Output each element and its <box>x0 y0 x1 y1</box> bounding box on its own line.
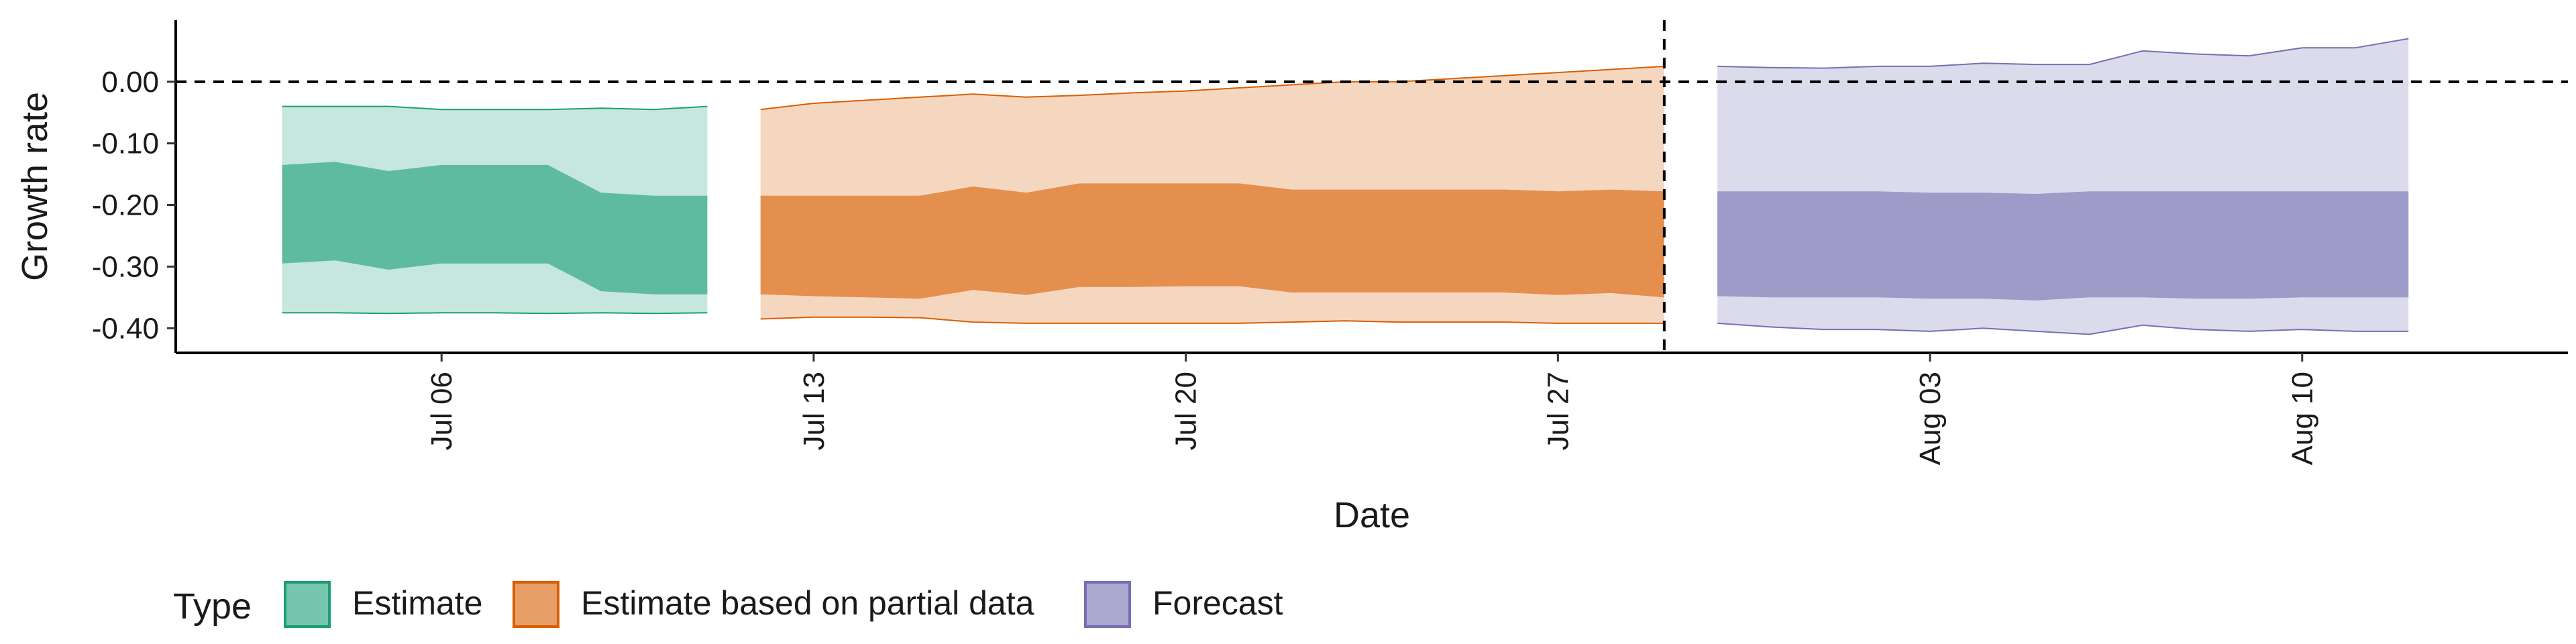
inner-band-0 <box>282 162 708 294</box>
legend-label: Estimate <box>352 584 483 622</box>
legend-label: Forecast <box>1152 584 1283 622</box>
y-axis-label: Growth rate <box>15 92 55 281</box>
legend-title: Type <box>173 586 252 627</box>
legend-label: Estimate based on partial data <box>581 584 1034 622</box>
legend-item-1: Estimate based on partial data <box>513 581 1034 628</box>
x-tick-label: Aug 10 <box>2286 372 2319 465</box>
y-tick-label: -0.40 <box>92 312 159 345</box>
inner-band-2 <box>1717 191 2409 301</box>
y-tick-label: -0.30 <box>92 250 159 283</box>
legend-key <box>284 581 331 628</box>
legend-item-2: Forecast <box>1084 581 1283 628</box>
x-tick-label: Aug 03 <box>1914 372 1947 465</box>
outer-lower-edge-1 <box>760 316 1664 324</box>
outer-lower-edge-2 <box>1717 322 2409 335</box>
outer-upper-edge-1 <box>760 65 1664 111</box>
series-1 <box>760 65 1664 324</box>
y-tick-label: -0.20 <box>92 189 159 222</box>
x-tick-label: Jul 13 <box>798 372 830 450</box>
legend-key <box>1084 581 1131 628</box>
y-tick-label: 0.00 <box>101 66 159 99</box>
y-tick-label: -0.10 <box>92 127 159 160</box>
outer-upper-edge-2 <box>1717 38 2409 69</box>
series-0 <box>282 105 708 315</box>
legend: Type Estimate Estimate based on partial d… <box>173 581 1283 628</box>
band-layer <box>282 38 2409 335</box>
series-2 <box>1717 38 2409 335</box>
reference-lines <box>176 20 2568 353</box>
legend-key <box>513 581 559 628</box>
axes: 0.00 -0.10 -0.20 -0.30 -0.40 Jul 06 Jul 13 Jul … <box>92 20 2568 465</box>
legend-item-0: Estimate <box>284 581 483 628</box>
x-axis-label: Date <box>1334 495 1410 535</box>
outer-upper-edge-0 <box>282 105 708 111</box>
x-tick-label: Jul 20 <box>1170 372 1203 450</box>
inner-band-1 <box>760 183 1664 299</box>
x-tick-label: Jul 06 <box>425 372 458 450</box>
x-tick-label: Jul 27 <box>1542 372 1574 450</box>
